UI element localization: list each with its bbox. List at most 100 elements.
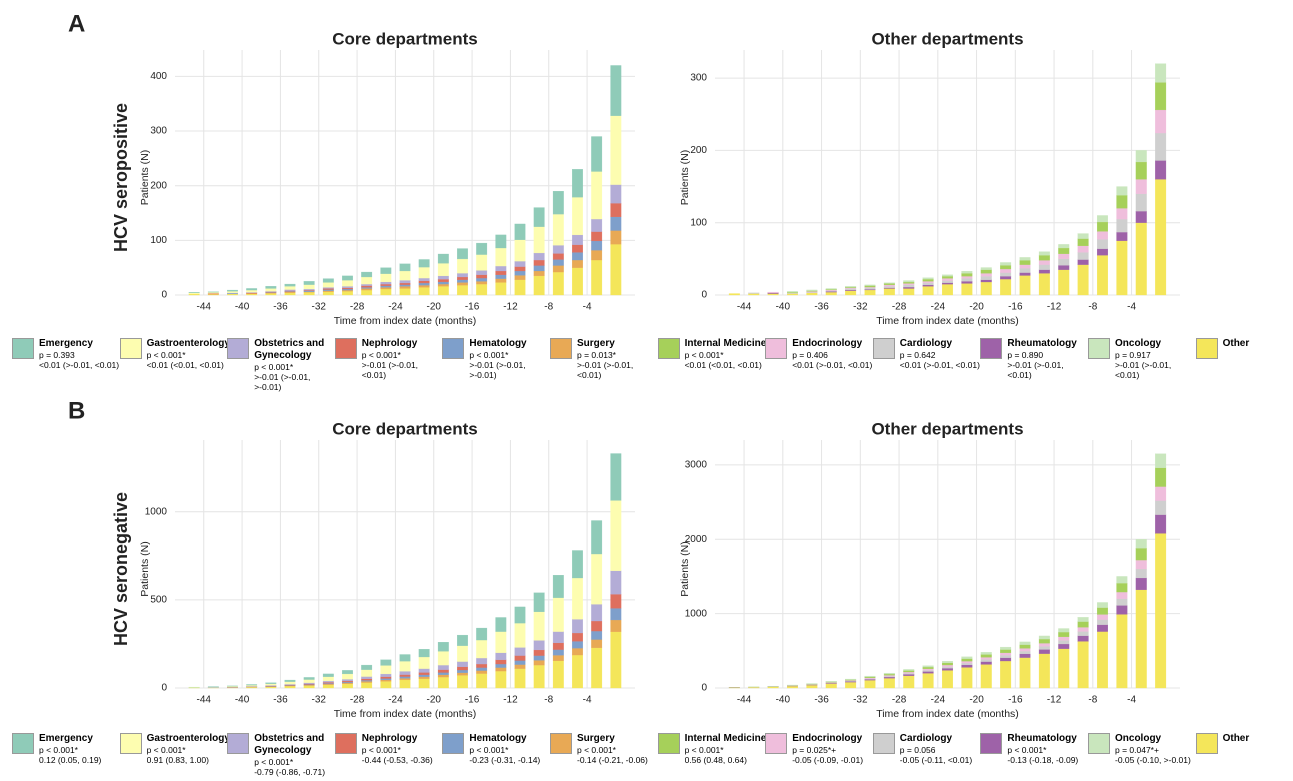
- x-tick-label: -24: [388, 302, 403, 313]
- bar-segment: [208, 292, 219, 293]
- bar-segment: [591, 554, 602, 604]
- x-tick-label: -24: [388, 695, 403, 706]
- bar-segment: [476, 628, 487, 640]
- bar-segment: [1020, 268, 1031, 272]
- legend-swatch: [873, 338, 895, 359]
- bar-segment: [962, 276, 973, 278]
- x-tick-label: -12: [503, 302, 518, 313]
- bar-segment: [361, 272, 372, 277]
- bar-segment: [438, 642, 449, 651]
- legend-name: Nephrology: [362, 733, 444, 745]
- bar-segment: [1136, 560, 1147, 569]
- x-tick-label: -28: [350, 302, 365, 313]
- bar-segment: [438, 254, 449, 263]
- y-tick-label: 400: [150, 71, 167, 82]
- bar-segment: [1078, 627, 1089, 631]
- bar-segment: [1020, 642, 1031, 645]
- bar-segment: [611, 620, 622, 632]
- bar-segment: [611, 244, 622, 295]
- bar-segment: [611, 500, 622, 570]
- bar-segment: [227, 291, 238, 293]
- bar-segment: [768, 294, 779, 295]
- bar-segment: [381, 674, 392, 677]
- bar-segment: [400, 288, 411, 295]
- bar-segment: [438, 282, 449, 284]
- bar-segment: [1136, 548, 1147, 560]
- legend-name: Cardiology: [900, 733, 982, 745]
- bar-segment: [1000, 265, 1011, 269]
- bar-segment: [381, 289, 392, 295]
- bar-segment: [1097, 620, 1108, 625]
- bar-segment: [1058, 644, 1069, 649]
- legend-p: p = 0.047*+: [1115, 745, 1197, 755]
- bar-segment: [981, 268, 992, 270]
- bar-segment: [534, 253, 545, 260]
- bar-segment: [285, 682, 296, 684]
- bar-segment: [1078, 260, 1089, 265]
- bar-segment: [1155, 82, 1166, 109]
- bar-segment: [572, 648, 583, 655]
- bar-segment: [923, 285, 934, 286]
- bar-segment: [304, 292, 315, 295]
- bar-segment: [1020, 654, 1031, 658]
- bar-segment: [923, 286, 934, 295]
- x-tick-label: -24: [931, 302, 946, 313]
- bar-segment: [496, 660, 507, 664]
- y-tick-label: 0: [161, 683, 167, 694]
- bar-segment: [381, 678, 392, 679]
- y-tick-label: 200: [150, 180, 167, 191]
- bar-segment: [342, 290, 353, 291]
- x-axis-title: Time from index date (months): [334, 315, 477, 327]
- bar-segment: [903, 281, 914, 282]
- bar-segment: [1097, 231, 1108, 239]
- bar-segment: [1078, 641, 1089, 688]
- bar-segment: [611, 571, 622, 594]
- bar-segment: [515, 669, 526, 688]
- bar-segment: [342, 288, 353, 289]
- bar-segment: [419, 278, 430, 281]
- legend-swatch: [1088, 733, 1110, 754]
- bar-segment: [1117, 241, 1128, 295]
- bar-segment: [419, 679, 430, 688]
- bar-segment: [962, 273, 973, 276]
- bar-segment: [591, 648, 602, 688]
- bar-segment: [1117, 219, 1128, 232]
- bar-segment: [515, 271, 526, 275]
- bar-segment: [1020, 651, 1031, 654]
- bar-segment: [381, 286, 392, 288]
- bar-segment: [438, 675, 449, 677]
- bar-segment: [285, 284, 296, 286]
- bar-segment: [457, 249, 468, 259]
- bar-segment: [1117, 605, 1128, 614]
- bar-segment: [1000, 653, 1011, 655]
- x-tick-label: -44: [737, 695, 752, 706]
- legend-swatch: [442, 733, 464, 754]
- bar-segment: [381, 287, 392, 289]
- bar-segment: [1058, 649, 1069, 688]
- bar-segment: [246, 294, 257, 295]
- bar-segment: [981, 662, 992, 665]
- legend-ci: 0.56 (0.48, 0.64): [685, 755, 767, 765]
- bar-segment: [962, 283, 973, 295]
- bar-segment: [845, 288, 856, 289]
- x-tick-label: -20: [427, 695, 442, 706]
- bar-segment: [361, 277, 372, 284]
- bar-segment: [227, 290, 238, 291]
- bar-segment: [438, 279, 449, 282]
- legend-item: Other: [1196, 733, 1293, 781]
- bar-segment: [553, 245, 564, 253]
- legend-swatch: [658, 338, 680, 359]
- bar-segment: [768, 292, 779, 293]
- bar-segment: [553, 632, 564, 643]
- legend-ci: >-0.01 (>-0.01, <0.01): [1007, 360, 1089, 380]
- bar-segment: [1039, 654, 1050, 688]
